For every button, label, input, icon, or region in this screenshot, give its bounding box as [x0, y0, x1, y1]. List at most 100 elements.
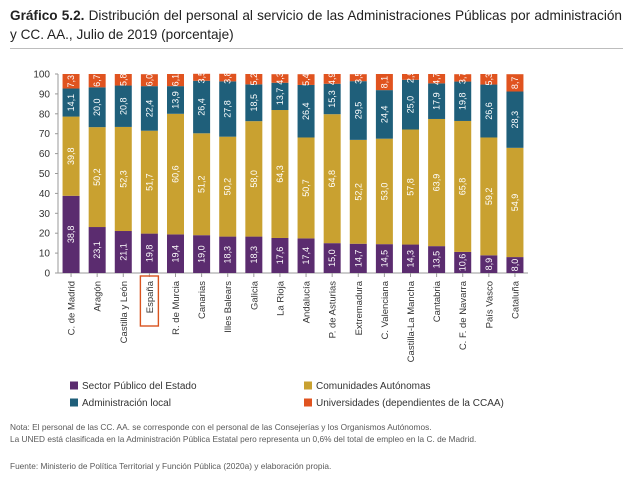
data-label: 4,7 [432, 72, 442, 85]
bar-segment [62, 195, 80, 273]
bar-segment [88, 87, 106, 128]
y-tick-label: 100 [33, 70, 50, 81]
data-label: 3,8 [223, 71, 233, 84]
bar-segment [167, 113, 184, 235]
legend-swatch [70, 381, 78, 390]
data-label: 17,4 [301, 247, 311, 265]
bar-segment [506, 147, 524, 258]
data-label: 10,6 [458, 254, 468, 272]
x-tick-label: C. Valenciana [380, 280, 391, 339]
bar-segment [349, 81, 367, 140]
legend-label: Comunidades Autónomas [316, 381, 431, 392]
data-label: 23,1 [92, 241, 102, 259]
bar-segment [140, 74, 158, 87]
bar-segment [349, 139, 367, 244]
bar-segment [140, 233, 158, 273]
x-tick-label: Castilla-La Mancha [406, 280, 417, 362]
bar-segment [480, 84, 498, 138]
x-tick-label: Aragón [93, 281, 104, 312]
bar-segment [245, 74, 263, 85]
data-label: 19,0 [197, 245, 207, 263]
legend-swatch [304, 381, 312, 390]
data-label: 3,7 [458, 72, 468, 85]
legend-swatch [70, 398, 78, 407]
bar-segment [375, 74, 393, 91]
bar-segment [454, 81, 472, 121]
bar-segment [271, 74, 289, 83]
bar-segment [402, 244, 419, 273]
data-label: 26,4 [301, 102, 311, 120]
x-tick-label: Canarias [197, 281, 208, 319]
bar-segment [62, 74, 80, 89]
y-tick-label: 20 [39, 229, 51, 240]
data-label: 58,0 [249, 170, 259, 188]
bar-segment [114, 85, 132, 127]
x-tick-label: Andalucía [302, 280, 313, 323]
bar-segment [219, 136, 237, 237]
bar-segment [193, 73, 211, 81]
data-label: 29,5 [353, 102, 363, 120]
data-label: 14,1 [66, 94, 76, 112]
data-label: 19,8 [144, 245, 154, 263]
bar-segment [271, 110, 289, 238]
data-label: 19,8 [458, 92, 468, 110]
bar-segment [506, 74, 524, 92]
data-label: 8,9 [484, 258, 494, 271]
x-tick-label: La Rioja [275, 280, 286, 316]
y-tick-label: 10 [39, 249, 51, 260]
x-tick-label: Cantabria [432, 280, 443, 322]
bar-segment [506, 257, 524, 273]
bar-segment [167, 74, 184, 87]
y-tick-label: 0 [44, 269, 50, 280]
bar-segment [375, 138, 393, 245]
bar-segment [62, 88, 80, 117]
bar-segment [114, 126, 132, 232]
bar-segment [219, 81, 237, 137]
bar-segment [323, 243, 341, 273]
note-line-1: Nota: El personal de las CC. AA. se corr… [10, 422, 432, 432]
source-note: Fuente: Ministerio de Política Territori… [10, 461, 332, 471]
chart-title-text: Distribución del personal al servicio de… [10, 8, 622, 42]
bar-segment [167, 234, 184, 273]
y-tick-label: 80 [39, 109, 51, 120]
x-tick-label: P. de Asturias [328, 281, 339, 339]
legend-label: Administración local [82, 398, 171, 409]
data-label: 5,4 [301, 73, 311, 86]
bar-segment [480, 255, 498, 273]
bar-segment [323, 83, 341, 115]
data-label: 13,5 [432, 251, 442, 269]
note-line-2: La UNED está clasificada en la Administr… [10, 434, 477, 444]
x-tick-label: R. de Murcia [171, 280, 182, 335]
data-label: 6,7 [92, 74, 102, 87]
y-tick-label: 90 [39, 89, 51, 100]
data-label: 64,8 [327, 170, 337, 188]
data-label: 14,3 [406, 250, 416, 268]
bar-segment [219, 236, 237, 273]
data-label: 25,0 [406, 96, 416, 114]
bar-segment [297, 74, 315, 85]
bar-segment [114, 231, 132, 273]
x-tick-label: Cataluña [510, 280, 521, 319]
data-label: 20,0 [92, 98, 102, 116]
data-label: 24,4 [379, 106, 389, 124]
bar-segment [375, 90, 393, 139]
bar-segment [88, 74, 106, 88]
x-tick-label: Galicia [249, 280, 260, 310]
data-label: 39,8 [66, 147, 76, 165]
bar-segment [193, 235, 211, 273]
data-label: 6,1 [171, 74, 181, 87]
data-label: 52,2 [353, 183, 363, 201]
x-tick-label: C. F. de Navarra [458, 280, 469, 350]
bar-segment [323, 74, 341, 84]
bar-segment [454, 120, 472, 252]
data-label: 63,9 [432, 174, 442, 192]
data-label: 14,7 [353, 250, 363, 268]
data-label: 17,6 [275, 247, 285, 265]
bar-segment [88, 227, 106, 273]
y-tick-label: 50 [39, 169, 51, 180]
bar-segment [454, 74, 472, 82]
bar-segment [480, 137, 498, 256]
data-label: 18,5 [249, 94, 259, 112]
bar-segment [349, 243, 367, 273]
